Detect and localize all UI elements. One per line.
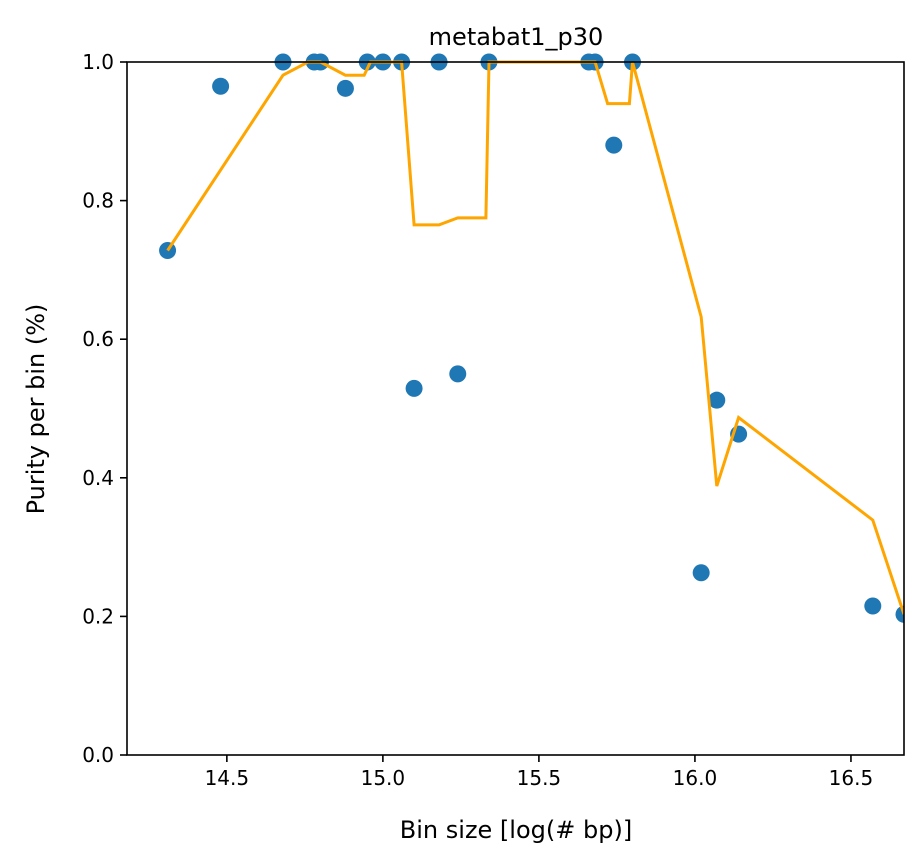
- x-tick-label: 15.5: [517, 766, 562, 790]
- data-point: [449, 365, 467, 383]
- y-tick-label: 0.0: [82, 743, 114, 767]
- y-tick-label: 0.4: [82, 466, 114, 490]
- x-tick-label: 15.0: [361, 766, 406, 790]
- data-point: [212, 77, 230, 95]
- y-tick-label: 0.8: [82, 189, 114, 213]
- plot-area: [159, 53, 904, 623]
- y-tick-label: 1.0: [82, 50, 114, 74]
- plot-frame: [126, 61, 905, 756]
- series-group: [159, 53, 904, 623]
- data-point: [708, 391, 726, 409]
- data-point: [405, 379, 423, 397]
- y-tick-label: 0.6: [82, 327, 114, 351]
- y-axis-label: Purity per bin (%): [22, 304, 50, 515]
- x-tick-label: 16.5: [829, 766, 874, 790]
- data-point: [605, 136, 623, 154]
- trend-line: [166, 60, 904, 615]
- data-point: [692, 564, 710, 582]
- y-tick-label: 0.2: [82, 604, 114, 628]
- data-point: [336, 79, 354, 97]
- x-axis: 14.5 15.0 15.5 16.0 16.5: [205, 755, 874, 790]
- y-axis: 0.0 0.2 0.4 0.6 0.8 1.0: [82, 50, 127, 767]
- x-tick-label: 16.0: [673, 766, 718, 790]
- data-point: [864, 597, 882, 615]
- x-tick-label: 14.5: [205, 766, 250, 790]
- chart-title: metabat1_p30: [429, 23, 604, 51]
- data-point: [159, 241, 177, 259]
- x-axis-label: Bin size [log(# bp)]: [400, 816, 632, 844]
